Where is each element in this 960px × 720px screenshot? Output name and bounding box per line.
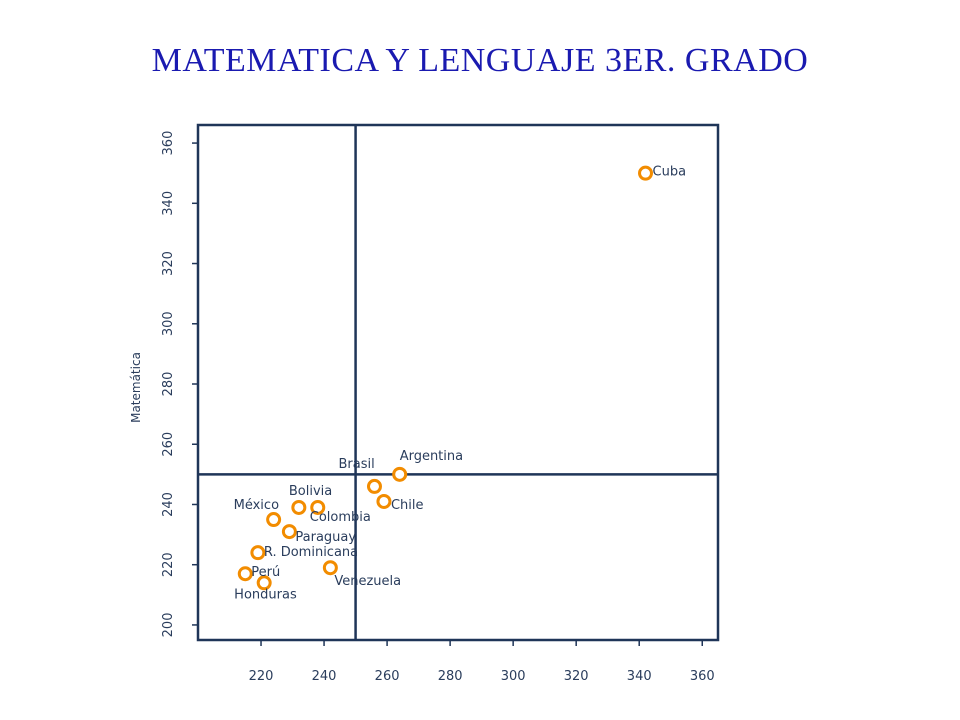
- point-label: Paraguay: [295, 530, 356, 545]
- y-tick-label: 240: [161, 492, 176, 517]
- data-point: [266, 512, 282, 528]
- x-tick-label: 360: [690, 669, 715, 684]
- point-label: Honduras: [234, 587, 297, 602]
- y-tick-label: 200: [161, 613, 176, 638]
- y-tick-label: 280: [161, 372, 176, 397]
- data-point: [366, 478, 382, 494]
- point-label: Colombia: [310, 510, 371, 525]
- plot-frame: [196, 123, 720, 642]
- data-point: [250, 545, 266, 561]
- data-point: [256, 575, 272, 591]
- y-tick-label: 340: [161, 191, 176, 216]
- data-point: [291, 499, 307, 515]
- y-tick-label: 320: [161, 251, 176, 276]
- chart-title: MATEMATICA Y LENGUAJE 3ER. GRADO: [151, 42, 809, 79]
- point-label: Chile: [391, 498, 424, 513]
- y-tick-label: 260: [161, 432, 176, 457]
- point-label: Argentina: [400, 449, 463, 464]
- data-point: [392, 466, 408, 482]
- axes-layer: 220 240 260 280 300 320 340 360 200 220 240 260 280 3…: [129, 123, 720, 684]
- point-label: R. Dominicana: [264, 545, 358, 560]
- point-label: Perú: [251, 565, 280, 580]
- reference-lines: [198, 125, 718, 640]
- points-layer: [237, 165, 654, 591]
- point-label: Cuba: [653, 165, 687, 180]
- point-label: Bolivia: [289, 484, 332, 499]
- x-tick-label: 340: [627, 669, 652, 684]
- point-label: Brasil: [338, 457, 374, 472]
- x-tick-label: 240: [312, 669, 337, 684]
- x-tick-label: 280: [438, 669, 463, 684]
- x-tick-label: 260: [375, 669, 400, 684]
- point-labels-layer: Cuba Argentina Brasil Chile Bolivia Colombia M…: [234, 165, 686, 603]
- data-point: [638, 165, 654, 181]
- x-tick-label: 220: [249, 669, 274, 684]
- data-point: [376, 493, 392, 509]
- y-tick-label: 360: [161, 131, 176, 156]
- y-tick-label: 300: [161, 311, 176, 336]
- x-tick-label: 320: [564, 669, 589, 684]
- data-point: [237, 566, 253, 582]
- y-axis-title: Matemática: [129, 352, 143, 423]
- y-tick-label: 220: [161, 552, 176, 577]
- point-label: México: [234, 498, 279, 513]
- data-point: [322, 560, 338, 576]
- data-point: [310, 499, 326, 515]
- data-point: [281, 524, 297, 540]
- x-tick-label: 300: [501, 669, 526, 684]
- point-label: Venezuela: [334, 574, 401, 589]
